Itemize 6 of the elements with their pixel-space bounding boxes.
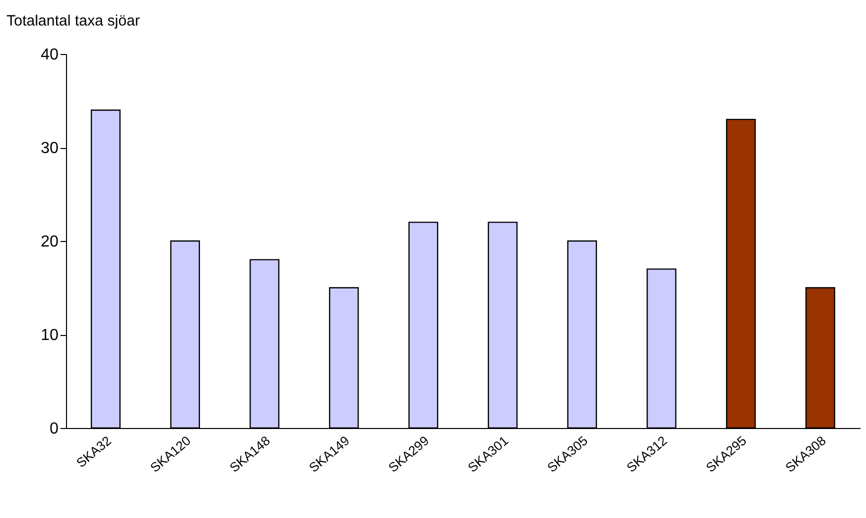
y-tick-label: 0 bbox=[50, 420, 59, 438]
y-tick-label: 20 bbox=[40, 234, 59, 250]
y-axis-title: Totalantal taxa sjöar bbox=[6, 12, 140, 30]
y-tick-label: 40 bbox=[40, 46, 59, 64]
y-tick-label: 30 bbox=[40, 140, 59, 157]
y-tick-label: 10 bbox=[40, 327, 59, 344]
